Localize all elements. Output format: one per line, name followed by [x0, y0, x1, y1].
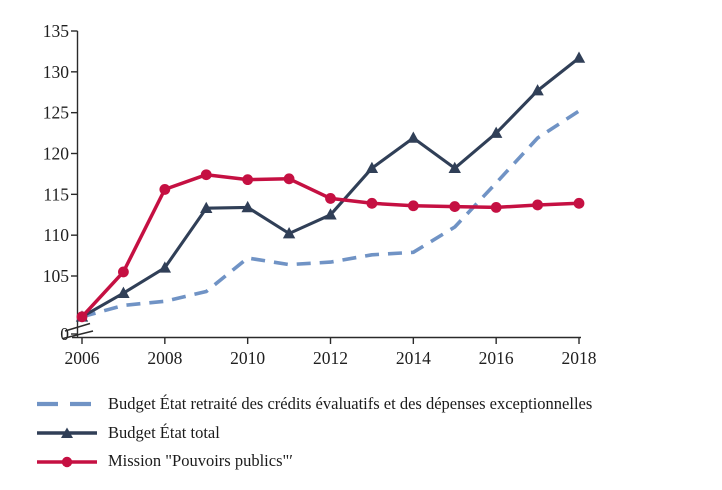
x-tick-label: 2012	[313, 348, 348, 368]
y-tick-label: 135	[43, 21, 70, 41]
data-point-marker	[572, 51, 586, 63]
x-tick-label: 2014	[396, 348, 431, 368]
series-line-0	[81, 109, 580, 319]
data-point-marker	[158, 261, 172, 273]
x-tick-label: 2006	[65, 348, 100, 368]
chart-legend: Budget État retraité des crédits évaluat…	[36, 394, 722, 472]
data-point-marker	[76, 311, 88, 323]
data-point-marker	[200, 201, 213, 214]
data-point-marker	[490, 202, 502, 213]
data-point-marker	[282, 227, 296, 239]
y-tick-label: 105	[43, 266, 70, 286]
legend-item-budget-total: Budget État total	[36, 423, 722, 444]
x-tick-label: 2016	[479, 348, 514, 368]
legend-dashed-line-icon	[37, 402, 97, 407]
data-point-marker	[449, 201, 461, 212]
data-point-marker	[448, 161, 461, 174]
data-point-marker	[283, 173, 295, 185]
legend-circle-line-icon	[37, 456, 97, 467]
line-chart: 0 105 110 115 120 125 130 135 2006 2008 2010 2012 20…	[43, 21, 597, 368]
data-point-marker	[118, 266, 129, 278]
data-point-marker	[407, 200, 419, 212]
legend-label-budget-total: Budget État total	[108, 422, 220, 442]
axis-break-icon	[64, 322, 91, 332]
legend-label-mission-pouvoirs-publics: Mission "Pouvoirs publics"′	[108, 451, 293, 471]
data-point-marker	[324, 208, 337, 220]
y-tick-label: 0	[60, 324, 69, 344]
legend-item-budget-retraite: Budget État retraité des crédits évaluat…	[36, 394, 722, 415]
data-point-marker	[531, 84, 544, 96]
legend-label-budget-retraite: Budget État retraité des crédits évaluat…	[108, 394, 593, 413]
data-point-marker	[365, 161, 379, 174]
data-point-marker	[573, 197, 585, 209]
data-point-marker	[489, 126, 503, 138]
data-point-marker	[241, 200, 254, 213]
data-point-marker	[242, 174, 254, 186]
y-tick-label: 120	[43, 144, 70, 164]
data-point-marker	[407, 131, 420, 143]
data-point-marker	[117, 286, 130, 298]
x-tick-label: 2008	[147, 348, 182, 368]
data-point-marker	[366, 197, 378, 209]
x-tick-label: 2018	[562, 348, 597, 368]
y-tick-label: 130	[43, 62, 70, 82]
y-tick-label: 125	[43, 103, 70, 123]
data-point-marker	[200, 169, 212, 181]
axis-break-icon	[62, 330, 94, 340]
legend-item-mission-pouvoirs-publics: Mission "Pouvoirs publics"′	[36, 451, 722, 472]
data-point-marker	[325, 193, 336, 204]
series-line-1	[81, 56, 580, 319]
x-tick-label: 2010	[230, 348, 265, 368]
data-point-marker	[532, 199, 543, 211]
y-tick-label: 110	[43, 225, 69, 245]
legend-triangle-line-icon	[37, 427, 97, 438]
y-tick-label: 115	[43, 184, 69, 204]
data-point-marker	[159, 184, 171, 195]
